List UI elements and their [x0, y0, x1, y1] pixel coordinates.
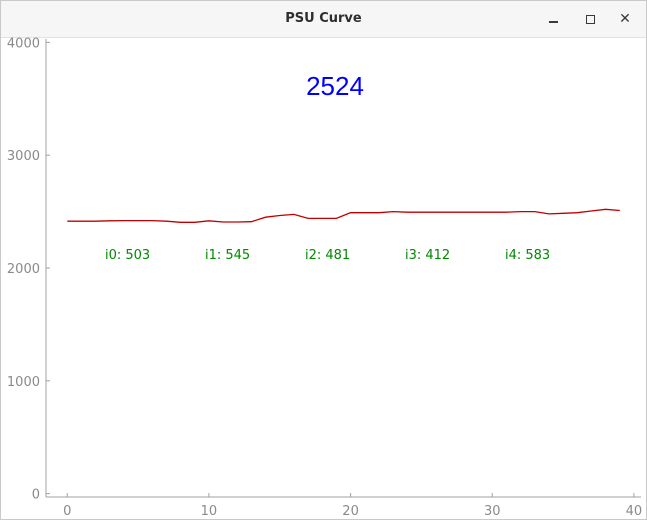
title-bar[interactable]: PSU Curve ✕: [1, 1, 646, 38]
x-tick-label: 0: [63, 504, 71, 519]
chart-axes: 0 1000 2000 3000 4000 0 10 20 30 40: [7, 36, 642, 519]
chart-series-layer: [67, 208, 620, 223]
y-tick-label: 2000: [7, 262, 40, 277]
x-tick-label: 10: [201, 504, 218, 519]
x-tick-label: 40: [626, 504, 643, 519]
sensor-readout-i1: i1: 545: [205, 248, 250, 263]
sensor-readout-i2: i2: 481: [305, 248, 350, 263]
sensor-readout-i0: i0: 503: [105, 248, 150, 263]
sensor-readout-i3: i3: 412: [405, 248, 450, 263]
x-tick-label: 30: [484, 504, 501, 519]
y-tick-label: 1000: [7, 375, 40, 390]
sensor-readouts: i0: 503 i1: 545 i2: 481 i3: 412 i4: 583: [105, 248, 550, 263]
maximize-button[interactable]: [579, 8, 601, 30]
y-tick-label: 4000: [7, 36, 40, 51]
current-value-readout: 2524: [306, 71, 364, 101]
window-title: PSU Curve: [285, 11, 362, 26]
x-tick-label: 20: [342, 504, 359, 519]
close-button[interactable]: ✕: [614, 8, 636, 30]
close-icon: ✕: [619, 11, 631, 27]
minimize-button[interactable]: [542, 8, 564, 30]
minimize-icon: [548, 21, 558, 23]
psu-curve-line: [67, 208, 620, 223]
y-tick-label: 0: [32, 488, 40, 503]
sensor-readout-i4: i4: 583: [505, 248, 550, 263]
y-tick-label: 3000: [7, 149, 40, 164]
maximize-icon: [585, 14, 595, 24]
